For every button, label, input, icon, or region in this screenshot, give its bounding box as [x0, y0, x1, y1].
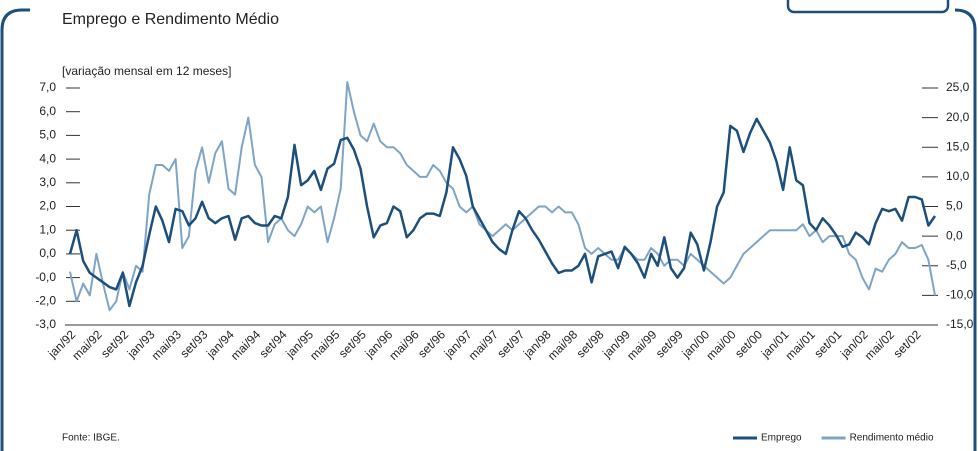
- x-tick-label: mai/93: [149, 327, 185, 363]
- y2-tick-label: 20,0: [946, 110, 970, 124]
- y-tick-label: 7,0: [39, 80, 56, 94]
- x-tick-label: mai/01: [783, 327, 819, 363]
- x-tick-label: mai/97: [466, 327, 502, 363]
- x-tick-label: mai/99: [624, 327, 660, 363]
- x-tick-label: mai/95: [307, 327, 343, 363]
- y2-tick-label: 0,0: [946, 228, 963, 242]
- x-tick-label: mai/00: [703, 327, 739, 363]
- y2-tick-label: 5,0: [946, 199, 963, 213]
- x-tick-label: set/99: [653, 327, 686, 360]
- y2-tick-label: 10,0: [946, 169, 970, 183]
- x-tick-label: mai/96: [386, 327, 422, 363]
- y-tick-label: 0,0: [39, 246, 56, 260]
- legend-label: Emprego: [761, 433, 802, 444]
- x-tick-label: set/00: [732, 327, 765, 360]
- y-tick-label: 2,0: [39, 199, 56, 213]
- y2-tick-label: 15,0: [946, 139, 970, 153]
- x-tick-label: set/98: [574, 327, 607, 360]
- chart-subtitle: [variação mensal em 12 meses]: [62, 64, 231, 78]
- x-tick-label: mai/98: [545, 327, 581, 363]
- y-tick-label: 5,0: [39, 128, 56, 142]
- y-tick-label: -2,0: [35, 293, 56, 307]
- frame: [954, 8, 977, 451]
- y2-tick-label: 25,0: [946, 80, 970, 94]
- y-tick-label: -3,0: [35, 317, 56, 331]
- y2-tick-label: -5,0: [946, 258, 967, 272]
- legend-label: Rendimento médio: [850, 433, 934, 444]
- x-tick-label: mai/92: [69, 327, 105, 363]
- x-tick-label: set/93: [177, 327, 210, 360]
- x-tick-label: set/97: [494, 327, 527, 360]
- x-tick-label: mai/94: [228, 327, 264, 363]
- line-series: [68, 117, 937, 308]
- y2-tick-label: -15,0: [946, 317, 974, 331]
- y-tick-label: 3,0: [39, 175, 56, 189]
- tab: [786, 0, 950, 14]
- x-tick-label: set/01: [811, 327, 844, 360]
- line-series: [69, 81, 936, 312]
- x-tick-label: set/92: [98, 327, 131, 360]
- x-tick-label: mai/02: [862, 327, 898, 363]
- x-tick-label: set/02: [891, 327, 924, 360]
- y-tick-label: 4,0: [39, 151, 56, 165]
- x-tick-label: set/96: [415, 327, 448, 360]
- chart-title: Emprego e Rendimento Médio: [62, 11, 279, 28]
- frame: [0, 8, 30, 451]
- y2-tick-label: -10,0: [946, 288, 974, 302]
- source: Fonte: IBGE.: [62, 433, 120, 444]
- x-tick-label: set/94: [257, 327, 290, 360]
- y-tick-label: 1,0: [39, 222, 56, 236]
- y-tick-label: -0,0: [35, 270, 56, 284]
- y-tick-label: 6,0: [39, 104, 56, 118]
- x-tick-label: set/95: [336, 327, 369, 360]
